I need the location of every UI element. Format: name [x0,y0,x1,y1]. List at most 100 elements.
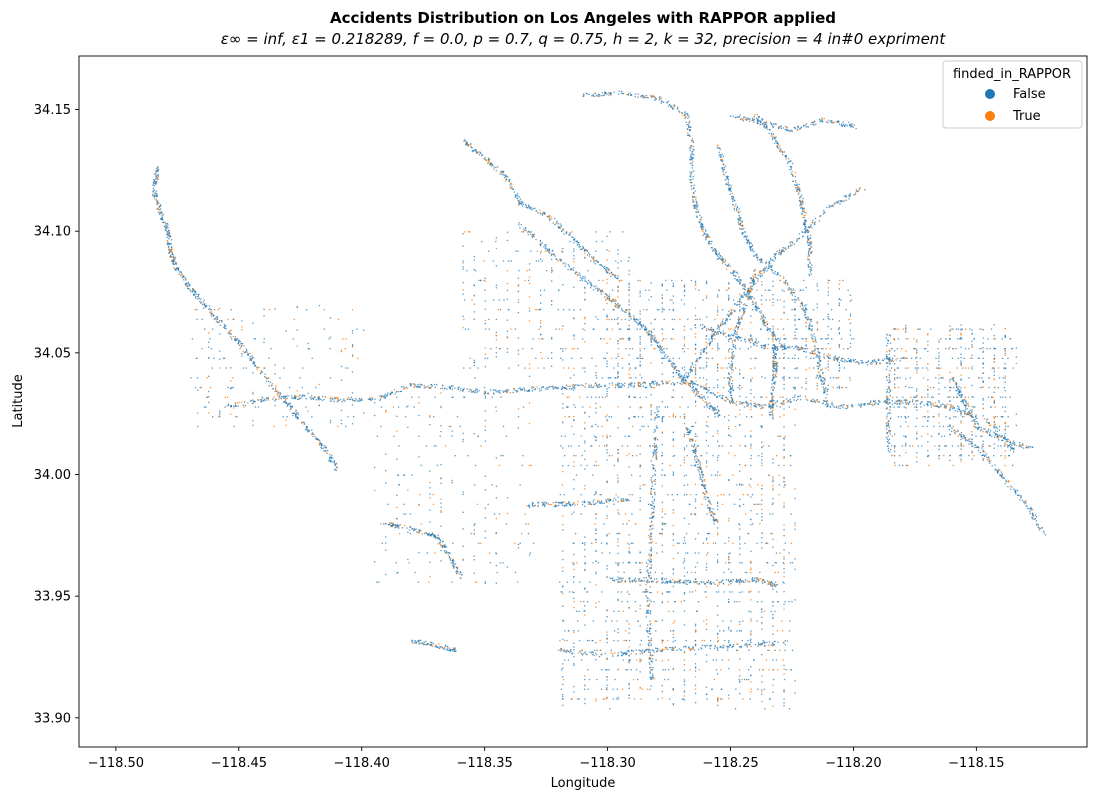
point-false [745,642,747,645]
point-false [735,578,738,580]
point-false [758,403,761,406]
point-false [725,183,727,185]
point-false [753,121,755,123]
point-false [731,198,733,200]
point-false [198,297,200,299]
point-false [476,390,478,392]
point-false [741,315,744,317]
point-false [699,221,701,224]
point-false [673,363,676,365]
point-false [560,647,562,650]
point-false [826,390,828,393]
point-false [552,249,554,252]
point-true [766,322,769,325]
point-false [731,401,733,403]
point-false [775,253,777,255]
point-true [531,235,533,237]
point-true [690,366,692,369]
point-false [656,647,658,650]
point-false [699,474,702,477]
point-true [571,385,574,387]
point-false [647,96,649,99]
point-false [634,95,636,98]
point-false [719,153,721,156]
point-false [822,213,825,215]
point-false [642,97,644,99]
point-false [618,90,620,92]
point-false [633,319,635,321]
point-false [582,275,584,278]
point-false [711,334,713,336]
point-false [801,347,804,349]
point-true [744,289,747,291]
point-false [699,356,701,359]
point-false [690,370,692,372]
point-true [485,159,487,161]
point-false [698,471,700,473]
point-true [743,228,745,230]
point-false [260,372,262,374]
point-false [691,157,693,159]
point-false [871,404,874,406]
point-false [381,395,383,397]
point-false [715,518,717,520]
point-false [697,459,699,461]
point-false [774,370,777,372]
point-false [769,414,771,416]
point-false [771,124,773,126]
point-false [964,410,966,412]
point-true [652,524,654,526]
point-false [732,272,734,274]
point-false [684,114,686,117]
point-false [714,413,716,415]
point-false [282,396,284,398]
point-false [721,321,723,323]
point-false [625,652,627,654]
point-true [326,452,328,455]
point-false [549,218,551,221]
point-false [513,388,516,390]
point-false [159,213,161,216]
point-false [775,346,777,348]
point-false [319,439,321,441]
point-false [390,393,392,395]
point-false [155,190,157,192]
point-false [658,410,660,412]
point-false [218,321,220,323]
chart-title: Accidents Distribution on Los Angeles wi… [329,9,837,27]
point-false [710,405,712,408]
point-false [172,260,175,262]
point-false [750,282,752,284]
point-false [591,256,593,258]
point-true [167,231,169,234]
point-false [763,319,765,321]
point-true [699,462,701,464]
point-true [736,331,738,333]
point-false [596,385,599,388]
point-true [647,563,649,565]
point-false [772,272,774,274]
point-true [553,254,555,256]
point-false [1008,444,1010,447]
point-false [603,94,605,96]
point-true [795,188,798,190]
point-false [805,229,807,231]
point-false [684,112,686,114]
point-false [172,256,175,258]
point-false [775,339,778,341]
point-false [753,255,755,257]
point-false [726,177,728,179]
point-false [754,269,756,271]
point-false [548,249,550,252]
point-false [518,199,520,202]
point-false [716,579,718,581]
point-false [537,502,539,504]
point-false [779,149,781,151]
point-false [595,285,597,287]
point-true [988,424,991,426]
point-true [509,187,511,189]
point-false [481,154,484,156]
point-false [740,280,742,282]
point-false [711,330,713,333]
point-false [475,149,477,151]
